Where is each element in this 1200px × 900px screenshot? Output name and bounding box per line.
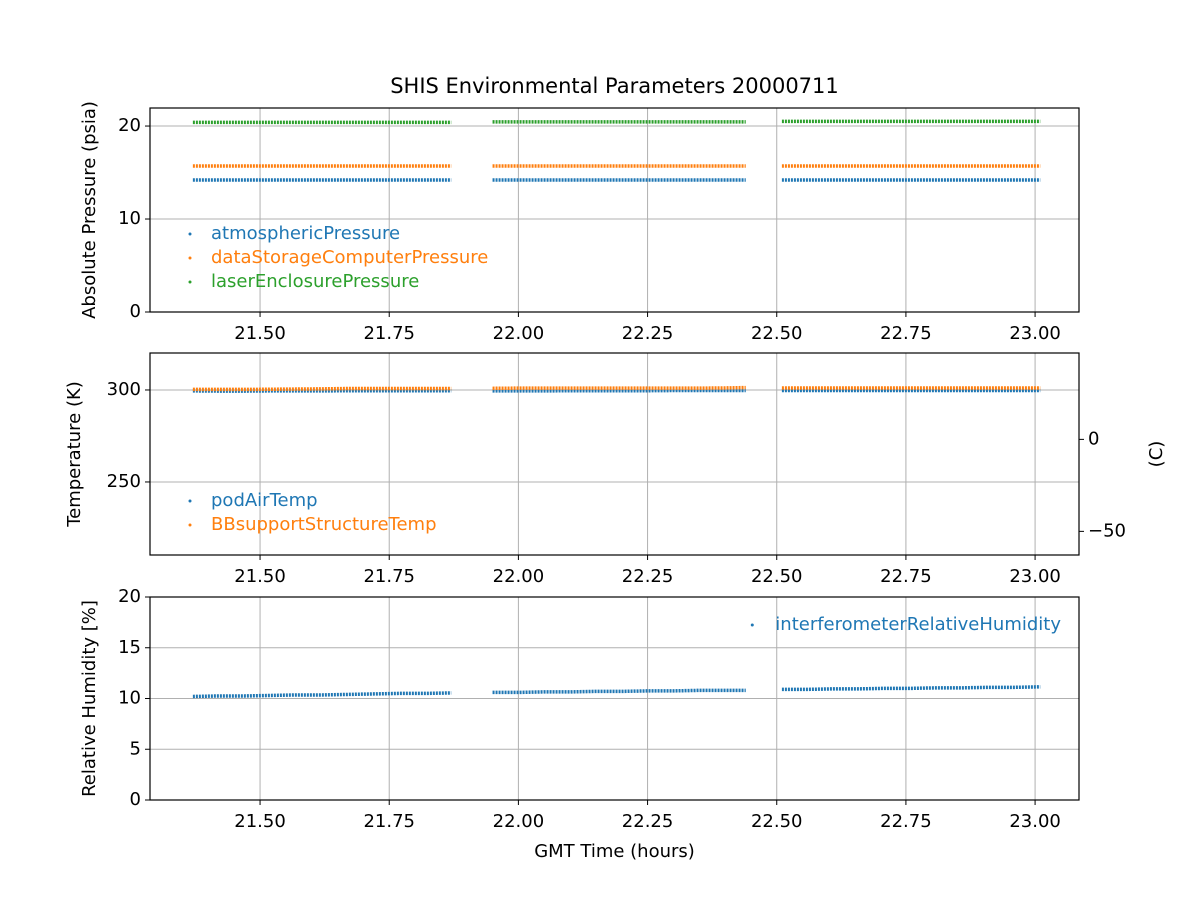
data-line	[192, 685, 1041, 699]
x-tick-label: 22.50	[751, 566, 803, 587]
x-tick-label: 22.75	[880, 323, 932, 344]
x-tick-label: 22.50	[751, 323, 803, 344]
y-axis-label: Temperature (K)	[64, 381, 85, 528]
x-tick-label: 22.00	[493, 323, 545, 344]
x-tick-label: 23.00	[1009, 566, 1061, 587]
y-tick-label: 250	[107, 471, 141, 492]
y-tick-label: 10	[118, 208, 141, 229]
y2-axis-label: (C)	[1146, 441, 1167, 468]
x-tick-label: 22.25	[622, 566, 674, 587]
y-tick-label: 5	[130, 738, 141, 759]
legend-label: podAirTemp	[211, 490, 318, 511]
x-tick-label: 22.00	[493, 566, 545, 587]
plot-frame	[149, 352, 1080, 556]
x-tick-label: 21.75	[363, 811, 415, 832]
plot-frame	[149, 107, 1080, 313]
legend-label: BBsupportStructureTemp	[211, 514, 437, 535]
chart-title: SHIS Environmental Parameters 20000711	[390, 74, 839, 98]
plot-frame	[149, 596, 1080, 801]
x-tick-label: 23.00	[1009, 323, 1061, 344]
y-tick-label: 0	[130, 789, 141, 810]
x-tick-label: 23.00	[1009, 811, 1061, 832]
y2-tick-label: 0	[1088, 428, 1099, 449]
x-tick-label: 21.50	[234, 811, 286, 832]
y2-tick-label: −50	[1088, 520, 1126, 541]
y-tick-label: 20	[118, 115, 141, 136]
x-tick-label: 21.75	[363, 323, 415, 344]
data-line	[192, 119, 1041, 125]
legend-marker	[188, 499, 192, 503]
legend-marker	[188, 232, 192, 236]
y-tick-label: 15	[118, 637, 141, 658]
x-tick-label: 21.50	[234, 566, 286, 587]
legend-marker	[750, 623, 754, 627]
y-tick-label: 20	[118, 586, 141, 607]
y-tick-label: 300	[107, 379, 141, 400]
legend-label: dataStorageComputerPressure	[211, 247, 488, 268]
y-tick-label: 10	[118, 688, 141, 709]
x-tick-label: 21.50	[234, 323, 286, 344]
legend-marker	[188, 523, 192, 527]
x-tick-label: 22.75	[880, 811, 932, 832]
legend-label: interferometerRelativeHumidity	[775, 614, 1061, 635]
x-axis-label: GMT Time (hours)	[534, 841, 695, 862]
x-tick-label: 22.25	[622, 323, 674, 344]
y-axis-label: Absolute Pressure (psia)	[79, 101, 100, 319]
y-tick-label: 0	[130, 301, 141, 322]
data-line	[192, 385, 1041, 392]
legend-label: atmosphericPressure	[211, 223, 400, 244]
x-tick-label: 21.75	[363, 566, 415, 587]
legend-marker	[188, 256, 192, 260]
legend-label: laserEnclosurePressure	[211, 271, 419, 292]
y-axis-label: Relative Humidity [%]	[79, 600, 100, 797]
legend-marker	[188, 280, 192, 284]
x-tick-label: 22.50	[751, 811, 803, 832]
x-tick-label: 22.00	[493, 811, 545, 832]
x-tick-label: 22.75	[880, 566, 932, 587]
x-tick-label: 22.25	[622, 811, 674, 832]
